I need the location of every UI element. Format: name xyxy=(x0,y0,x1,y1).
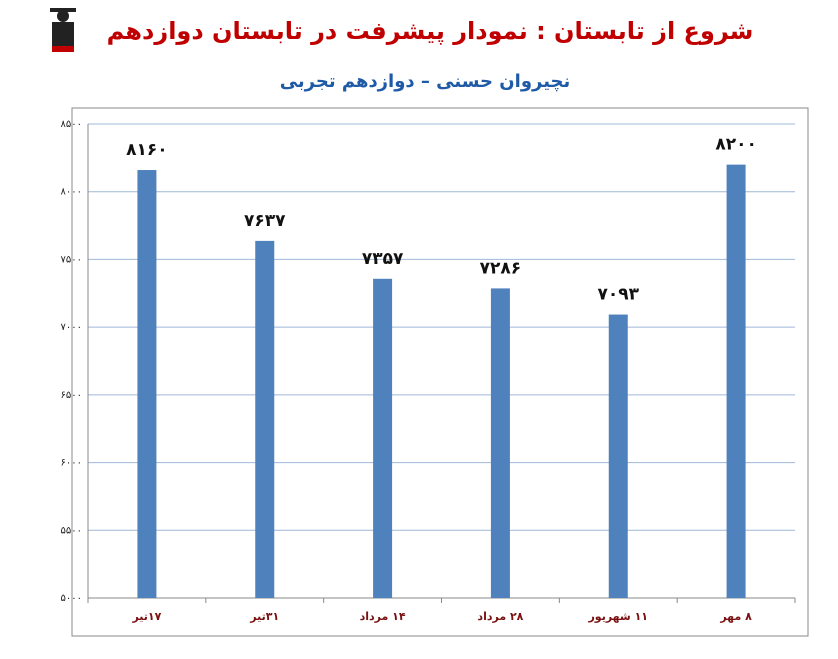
value-label: ۸۱۶۰ xyxy=(126,140,168,160)
y-tick-label: ۷۰۰۰ xyxy=(61,322,82,333)
x-tick-label: ۸ مهر xyxy=(719,610,752,623)
value-label: ۸۲۰۰ xyxy=(715,135,757,155)
y-tick-label: ۸۰۰۰ xyxy=(61,187,82,198)
x-tick-label: ۲۸ مرداد xyxy=(477,610,523,623)
value-label: ۷۰۹۳ xyxy=(597,285,639,305)
value-label: ۷۳۵۷ xyxy=(362,249,404,269)
bar xyxy=(137,170,157,598)
y-tick-label: ۶۵۰۰ xyxy=(61,390,82,401)
bar xyxy=(490,288,510,598)
x-tick-label: ۱۴ مرداد xyxy=(360,610,406,623)
logo xyxy=(50,8,76,52)
bar xyxy=(726,164,746,598)
x-tick-label: ۱۱ شهریور xyxy=(587,610,648,623)
bar xyxy=(255,240,275,598)
chart-title: شروع از تابستان : نمودار پیشرفت در تابست… xyxy=(107,17,754,45)
bar xyxy=(608,314,628,598)
value-label: ۷۲۸۶ xyxy=(480,258,522,278)
bar xyxy=(373,278,393,598)
chart-subtitle: نچیروان حسنی – دوازدهم تجربی xyxy=(280,71,571,92)
y-tick-label: ۷۵۰۰ xyxy=(61,254,82,265)
x-tick-label: ۳۱تیر xyxy=(249,610,279,623)
x-tick-label: ۱۷تیر xyxy=(131,610,161,623)
value-label: ۷۶۳۷ xyxy=(244,211,286,231)
chart-frame xyxy=(71,107,809,637)
y-tick-label: ۵۰۰۰ xyxy=(61,593,82,604)
y-tick-label: ۵۵۰۰ xyxy=(61,525,82,536)
y-tick-label: ۸۵۰۰ xyxy=(61,119,82,130)
y-tick-label: ۶۰۰۰ xyxy=(61,458,82,469)
